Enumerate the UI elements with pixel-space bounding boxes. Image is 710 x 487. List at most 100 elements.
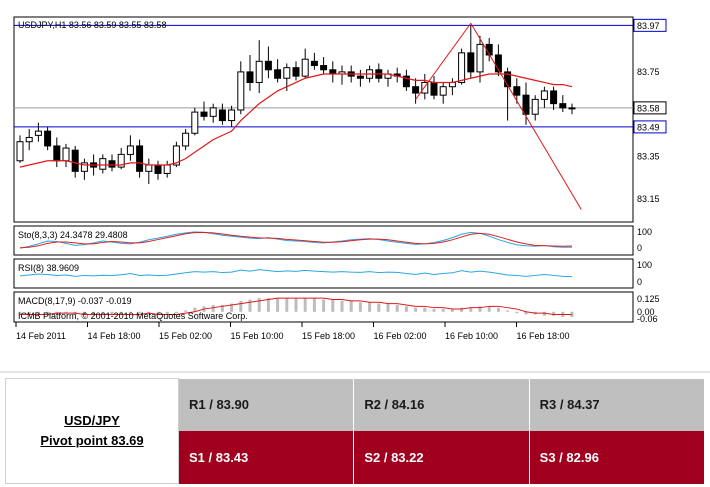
rsi-line [19,269,573,278]
candle [522,82,530,125]
candle [255,40,263,94]
r1-cell: R1 / 83.90 [178,378,355,431]
bear-candle-body [274,69,282,79]
bear-candle-body [494,54,502,73]
stochastic-tick-0: 0 [637,243,642,253]
bull-candle-body [476,43,484,73]
price-panel [13,16,634,223]
price-tag-label: 83.58 [637,103,660,113]
time-tick-label: 16 Feb 18:00 [517,331,570,341]
s2-cell: S2 / 83.22 [353,431,530,484]
resistance-row: USD/JPY Pivot point 83.69 R1 / 83.90 R2 … [5,378,706,484]
bull-candle-body [62,147,70,162]
macd-histogram-bar [184,310,188,312]
bear-candle-body [218,109,226,122]
stochastic-line [19,231,573,249]
candle [320,57,328,75]
bear-candle-body [53,145,61,162]
rsi-layer [19,269,573,278]
bull-candle-body [163,164,171,174]
macd-histogram-bar [119,311,123,315]
macd-histogram-bar [55,311,59,314]
rsi-panel [13,258,634,289]
macd-histogram-bar [147,311,151,314]
candle [476,35,484,83]
candle [136,139,144,178]
pivot-point: Pivot point 83.69 [40,433,144,448]
bear-candle-body [550,90,558,105]
bull-candle-body [126,145,134,155]
price-tick-label: 83.35 [637,152,660,162]
macd-histogram-bar [506,310,510,312]
bear-candle-body [44,130,52,147]
bull-candle-body [568,107,576,110]
rsi-label: RSI(8) 38.9609 [18,263,79,273]
bull-candle-body [255,60,263,83]
macd-histogram-bar [101,311,105,315]
macd-histogram-bar [404,306,408,312]
macd-histogram-bar [524,311,528,315]
bear-candle-body [320,65,328,71]
macd-histogram-bar [478,306,482,312]
macd-histogram-bar [331,299,335,312]
macd-histogram-bar [414,307,418,312]
candle [274,59,282,83]
bull-candle-body [540,90,548,100]
price-tag-label: 83.97 [637,21,660,31]
candle [228,105,236,127]
macd-histogram-bar [368,302,372,312]
bull-candle-body [421,81,429,94]
bear-candle-body [412,86,420,94]
time-tick-label: 15 Feb 10:00 [231,331,284,341]
macd-histogram-bar [156,311,160,315]
stochastic-layer [19,231,573,249]
price-tick-label: 83.15 [637,194,660,204]
candle [568,103,576,115]
r2-cell: R2 / 84.16 [353,378,530,431]
candle [550,86,558,110]
macd-histogram-bar [82,311,86,315]
bear-candle-body [292,67,300,77]
bear-candle-body [154,164,162,174]
s1-cell: S1 / 83.43 [178,431,355,484]
macd-histogram-bar [441,309,445,312]
time-tick-label: 15 Feb 02:00 [159,331,212,341]
macd-histogram-bar [110,311,114,315]
macd-histogram-bar [552,311,556,316]
r3-cell: R3 / 84.37 [529,378,706,431]
macd-histogram-bar [193,307,197,312]
candle [559,95,567,113]
price-layer [14,22,633,210]
macd-histogram-bar [64,311,68,314]
pair-name: USD/JPY [64,413,120,428]
macd-histogram-bar [266,298,270,312]
bull-candle-body [16,141,24,162]
candle [246,54,254,91]
bull-candle-body [301,58,309,77]
s3-cell: S3 / 82.96 [529,431,706,484]
stochastic-label: Sto(8,3,3) 24.3478 29.4808 [18,230,128,240]
candle [264,46,272,79]
bull-candle-body [25,136,33,143]
bull-candle-body [80,162,88,172]
candle [191,107,199,136]
candle [126,135,134,161]
time-tick-label: 14 Feb 18:00 [88,331,141,341]
macd-histogram-bar [276,298,280,312]
candle [16,135,24,163]
candle [108,154,116,172]
macd-tick-zero: 0.00 [637,307,655,317]
bull-candle-body [191,111,199,134]
macd-histogram-bar [165,311,169,315]
macd-histogram-bar [138,311,142,314]
candle [71,145,79,178]
bull-candle-body [283,67,291,79]
bull-candle-body [439,86,447,96]
macd-layer [18,297,574,318]
macd-histogram-bar [395,304,399,312]
candle [439,82,447,104]
stochastic-panel [13,225,634,256]
macd-histogram-bar [340,300,344,312]
bear-candle-body [402,75,410,88]
candle [531,95,539,121]
